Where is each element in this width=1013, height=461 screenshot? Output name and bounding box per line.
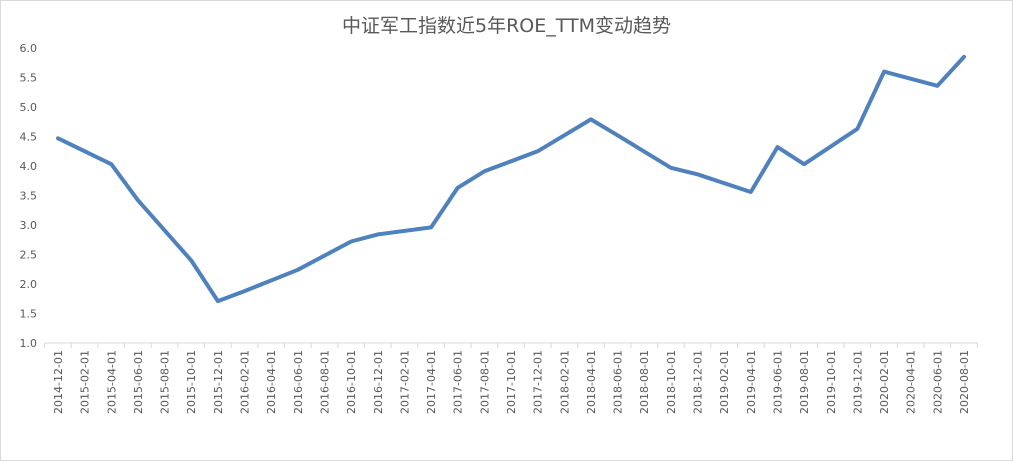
y-tick-label: 3.5 bbox=[20, 190, 38, 203]
x-tick-label: 2019-06-01 bbox=[771, 350, 784, 414]
x-tick-label: 2018-06-01 bbox=[612, 350, 625, 414]
x-tick-label: 2016-08-01 bbox=[318, 350, 331, 414]
x-tick-label: 2017-08-01 bbox=[478, 350, 491, 414]
x-tick-label: 2019-12-01 bbox=[851, 350, 864, 414]
y-tick-label: 1.0 bbox=[20, 337, 38, 350]
x-tick-label: 2020-06-01 bbox=[931, 350, 944, 414]
y-tick-label: 6.0 bbox=[20, 42, 38, 55]
data-point bbox=[376, 232, 380, 236]
data-point bbox=[749, 190, 753, 194]
x-tick-label: 2017-12-01 bbox=[532, 350, 545, 414]
data-point bbox=[189, 258, 193, 262]
chart-title: 中证军工指数近5年ROE_TTM变动趋势 bbox=[341, 15, 672, 37]
x-tick-label: 2018-12-01 bbox=[692, 350, 705, 414]
x-tick-label: 2015-10-01 bbox=[185, 350, 198, 414]
x-tick-label: 2019-08-01 bbox=[798, 350, 811, 414]
x-tick-label: 2016-12-01 bbox=[372, 350, 385, 414]
x-tick-label: 2014-12-01 bbox=[52, 350, 65, 414]
x-tick-label: 2019-04-01 bbox=[745, 350, 758, 414]
y-tick-label: 2.5 bbox=[20, 249, 38, 262]
data-point bbox=[56, 136, 60, 140]
x-tick-label: 2018-02-01 bbox=[558, 350, 571, 414]
data-point bbox=[882, 70, 886, 74]
data-point bbox=[109, 162, 113, 166]
data-point bbox=[136, 198, 140, 202]
data-point bbox=[935, 84, 939, 88]
data-point bbox=[536, 149, 540, 153]
x-tick-label: 2016-04-01 bbox=[265, 350, 278, 414]
data-point bbox=[696, 172, 700, 176]
data-point bbox=[482, 169, 486, 173]
x-tick-label: 2015-12-01 bbox=[212, 350, 225, 414]
y-tick-label: 3.0 bbox=[20, 219, 38, 232]
y-tick-label: 5.0 bbox=[20, 101, 38, 114]
data-point bbox=[616, 133, 620, 137]
series-line bbox=[56, 54, 966, 304]
data-point bbox=[349, 240, 353, 244]
x-tick-label: 2018-10-01 bbox=[665, 350, 678, 414]
x-tick-label: 2017-04-01 bbox=[425, 350, 438, 414]
x-tick-label: 2020-04-01 bbox=[905, 350, 918, 414]
x-tick-label: 2016-10-01 bbox=[345, 350, 358, 414]
data-point bbox=[855, 127, 859, 131]
x-tick-label: 2019-02-01 bbox=[718, 350, 731, 414]
x-tick-label: 2020-08-01 bbox=[958, 350, 971, 414]
x-tick-label: 2016-02-01 bbox=[239, 350, 252, 414]
y-tick-label: 5.5 bbox=[20, 72, 38, 85]
x-tick-label: 2018-08-01 bbox=[638, 350, 651, 414]
data-point bbox=[775, 145, 779, 149]
x-tick-label: 2015-02-01 bbox=[79, 350, 92, 414]
y-tick-label: 1.5 bbox=[20, 308, 38, 321]
x-tick-label: 2017-06-01 bbox=[452, 350, 465, 414]
data-point bbox=[296, 268, 300, 272]
x-tick-label: 2019-10-01 bbox=[825, 350, 838, 414]
data-point bbox=[243, 289, 247, 293]
y-tick-label: 4.5 bbox=[20, 131, 38, 144]
data-point bbox=[669, 166, 673, 170]
x-tick-label: 2015-04-01 bbox=[105, 350, 118, 414]
y-tick-label: 4.0 bbox=[20, 160, 38, 173]
data-point bbox=[456, 186, 460, 190]
x-tick-label: 2015-06-01 bbox=[132, 350, 145, 414]
x-tick-label: 2017-10-01 bbox=[505, 350, 518, 414]
x-tick-label: 2020-02-01 bbox=[878, 350, 891, 414]
data-point bbox=[962, 55, 966, 59]
x-tick-label: 2017-02-01 bbox=[398, 350, 411, 414]
y-tick-label: 2.0 bbox=[20, 278, 38, 291]
data-point bbox=[216, 299, 220, 303]
x-tick-label: 2016-06-01 bbox=[292, 350, 305, 414]
data-point bbox=[802, 162, 806, 166]
x-tick-label: 2018-04-01 bbox=[585, 350, 598, 414]
x-tick-label: 2015-08-01 bbox=[159, 350, 172, 414]
data-point bbox=[429, 225, 433, 229]
data-point bbox=[589, 117, 593, 121]
